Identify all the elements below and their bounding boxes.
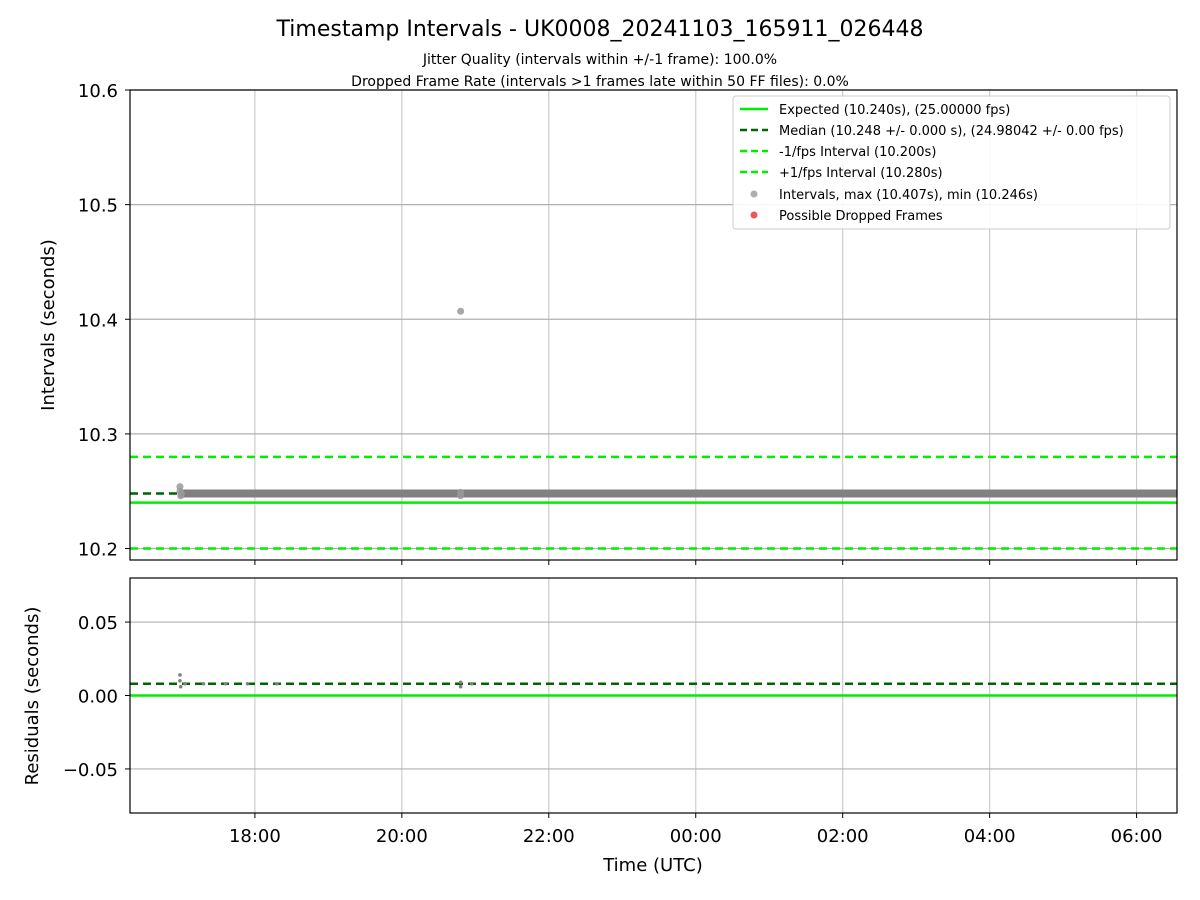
top-y-tick-label: 10.6 <box>78 81 118 102</box>
residual-point <box>223 681 228 686</box>
bottom-y-tick-label: 0.00 <box>78 687 118 708</box>
legend: Expected (10.240s), (25.00000 fps) Media… <box>732 95 1171 230</box>
legend-intervals-label: Intervals, max (10.407s), min (10.246s) <box>779 188 1038 203</box>
x-ticks: 18:00 20:00 22:00 00:00 02:00 04:00 06:00 <box>229 560 1163 847</box>
bottom-reference-lines <box>130 682 1177 697</box>
top-y-tick-label: 10.4 <box>78 310 118 331</box>
legend-dropped-label: Possible Dropped Frames <box>779 209 943 224</box>
residual-point <box>275 681 279 686</box>
residual-point <box>469 681 474 686</box>
interval-point <box>177 490 185 498</box>
residual-point <box>183 681 187 686</box>
top-y-ticks: 10.2 10.3 10.4 10.5 10.6 <box>78 81 130 561</box>
legend-plus-fps-label: +1/fps Interval (10.280s) <box>779 166 943 181</box>
interval-point <box>457 307 465 315</box>
legend-minus-fps-label: -1/fps Interval (10.200s) <box>779 145 936 160</box>
top-y-tick-label: 10.5 <box>78 196 118 217</box>
top-y-tick-label: 10.2 <box>78 540 118 561</box>
x-tick-label: 06:00 <box>1111 826 1163 847</box>
legend-box <box>732 95 1171 230</box>
chart-title: Timestamp Intervals - UK0008_20241103_16… <box>276 17 924 42</box>
bottom-y-tick-label: 0.05 <box>78 613 118 634</box>
dropped-frame-rate-subtitle: Dropped Frame Rate (intervals >1 frames … <box>351 74 849 90</box>
x-tick-label: 02:00 <box>817 826 869 847</box>
x-tick-label: 22:00 <box>523 826 575 847</box>
bottom-y-ticks: −0.05 0.00 0.05 <box>63 613 130 781</box>
top-plot-frame <box>129 89 1178 561</box>
top-reference-lines <box>130 455 1177 550</box>
bottom-y-axis-label: Residuals (seconds) <box>22 607 43 786</box>
residual-point <box>178 679 182 683</box>
residual-point <box>458 680 463 685</box>
residual-point <box>178 684 183 689</box>
residual-point <box>178 673 182 677</box>
legend-dropped-swatch <box>750 211 758 219</box>
top-points <box>176 307 1177 500</box>
legend-intervals-swatch <box>750 190 758 198</box>
x-tick-label: 20:00 <box>376 826 428 847</box>
top-y-tick-label: 10.3 <box>78 425 118 446</box>
x-tick-label: 00:00 <box>670 826 722 847</box>
legend-median-label: Median (10.248 +/- 0.000 s), (24.98042 +… <box>779 124 1124 139</box>
residual-point <box>458 684 463 689</box>
legend-expected-label: Expected (10.240s), (25.00000 fps) <box>779 103 1010 118</box>
bottom-points <box>178 673 474 689</box>
interval-point <box>457 492 465 500</box>
jitter-quality-subtitle: Jitter Quality (intervals within +/-1 fr… <box>422 52 777 68</box>
x-tick-label: 04:00 <box>964 826 1016 847</box>
x-tick-label: 18:00 <box>229 826 281 847</box>
bottom-y-tick-label: −0.05 <box>63 760 118 781</box>
top-y-axis-label: Intervals (seconds) <box>38 239 59 411</box>
residual-point <box>201 681 206 686</box>
x-axis-label: Time (UTC) <box>602 855 703 876</box>
residual-point <box>245 681 250 686</box>
